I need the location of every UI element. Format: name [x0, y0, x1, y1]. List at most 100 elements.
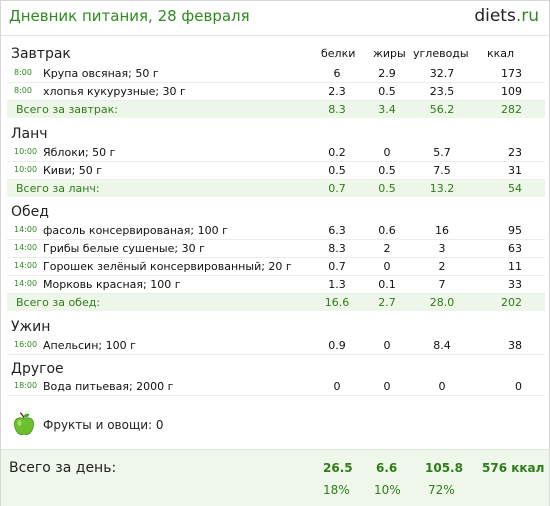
food-row[interactable]: 18:00 Вода питьевая; 2000 г 0 0 0 0 [7, 378, 545, 396]
time: 14:00 [14, 225, 38, 234]
kcal-total: 282 [501, 103, 522, 116]
protein-total: 16.6 [324, 296, 350, 309]
protein-value: 8.3 [328, 242, 346, 255]
food-name: Грибы белые сушеные; 30 г [43, 242, 205, 255]
kcal-value: 109 [501, 85, 522, 98]
carbs-value: 7 [438, 278, 446, 291]
carbs-value: 8.4 [433, 339, 451, 352]
protein-value: 2.3 [328, 85, 346, 98]
protein-value: 0.9 [328, 339, 346, 352]
kcal-value: 33 [508, 278, 522, 291]
time: 8:00 [14, 86, 32, 95]
day-fat: 6.6 [376, 461, 398, 475]
food-name: Киви; 50 г [43, 164, 103, 177]
fat-value: 0.1 [378, 278, 396, 291]
protein-value: 0.2 [328, 146, 346, 159]
food-row[interactable]: 10:00 Яблоки; 50 г 0.2 0 5.7 23 [7, 144, 545, 162]
carbs-value: 23.5 [429, 85, 455, 98]
carbs-value: 7.5 [433, 164, 451, 177]
food-name: Апельсин; 100 г [43, 339, 136, 352]
total-label: Всего за обед: [16, 296, 101, 309]
food-row[interactable]: 14:00 Грибы белые сушеные; 30 г 8.3 2 3 … [7, 240, 545, 258]
food-row[interactable]: 10:00 Киви; 50 г 0.5 0.5 7.5 31 [7, 162, 545, 180]
fat-value: 0 [383, 146, 391, 159]
day-protein: 26.5 [323, 461, 353, 475]
carbs-total: 28.0 [429, 296, 455, 309]
carbs-total: 13.2 [429, 182, 455, 195]
column-kcal: ккал [487, 47, 515, 60]
food-row[interactable]: 14:00 фасоль консервированая; 100 г 6.3 … [7, 222, 545, 240]
fat-value: 0 [383, 260, 391, 273]
food-row[interactable]: 14:00 Морковь красная; 100 г 1.3 0.1 7 3… [7, 276, 545, 294]
carbs-total: 56.2 [429, 103, 455, 116]
fat-total: 0.5 [378, 182, 396, 195]
kcal-value: 0 [515, 380, 522, 393]
kcal-total: 54 [508, 182, 522, 195]
time: 10:00 [14, 165, 38, 174]
kcal-total: 202 [501, 296, 522, 309]
total-label: Всего за завтрак: [16, 103, 119, 116]
meal-title-dinner: Обед [11, 204, 49, 220]
food-name: Яблоки; 50 г [43, 146, 116, 159]
kcal-value: 11 [508, 260, 522, 273]
food-name: Вода питьевая; 2000 г [43, 380, 174, 393]
meal-title-other: Другое [11, 361, 64, 377]
day-total-panel: Всего за день: 26.5 6.6 105.8 576 ккал 1… [1, 449, 549, 506]
carbs-value: 2 [438, 260, 446, 273]
day-protein-percent: 18% [323, 483, 350, 497]
protein-value: 0.7 [328, 260, 346, 273]
fat-value: 0 [383, 380, 391, 393]
protein-value: 0.5 [328, 164, 346, 177]
meal-title-supper: Ужин [11, 319, 51, 335]
time: 16:00 [14, 340, 38, 349]
header: Дневник питания, 28 февраля diets.ru [1, 1, 549, 35]
protein-value: 0 [333, 380, 341, 393]
food-name: хлопья кукурузные; 30 г [43, 85, 186, 98]
column-fat: жиры [373, 47, 406, 60]
protein-value: 6 [333, 67, 341, 80]
column-protein: белки [321, 47, 356, 60]
time: 14:00 [14, 243, 38, 252]
fat-value: 0.5 [378, 164, 396, 177]
header-divider [1, 35, 549, 36]
kcal-value: 31 [508, 164, 522, 177]
fat-value: 2.9 [378, 67, 396, 80]
day-kcal: 576 ккал [482, 461, 545, 475]
food-name: Горошек зелёный консервированный; 20 г [43, 260, 292, 273]
fat-value: 2 [383, 242, 391, 255]
fat-value: 0 [383, 339, 391, 352]
food-row[interactable]: 14:00 Горошек зелёный консервированный; … [7, 258, 545, 276]
food-name: Морковь красная; 100 г [43, 278, 181, 291]
food-name: фасоль консервированая; 100 г [43, 224, 228, 237]
kcal-value: 38 [508, 339, 522, 352]
logo-tld: ru [521, 6, 539, 26]
protein-value: 6.3 [328, 224, 346, 237]
fat-total: 2.7 [378, 296, 396, 309]
carbs-value: 3 [438, 242, 446, 255]
meal-total-row: Всего за обед: 16.6 2.7 28.0 202 [7, 294, 545, 311]
food-row[interactable]: 8:00 хлопья кукурузные; 30 г 2.3 0.5 23.… [7, 83, 545, 101]
protein-total: 8.3 [328, 103, 346, 116]
food-row[interactable]: 16:00 Апельсин; 100 г 0.9 0 8.4 38 [7, 337, 545, 355]
food-row[interactable]: 8:00 Крупа овсяная; 50 г 6 2.9 32.7 173 [7, 65, 545, 83]
carbs-value: 16 [435, 224, 449, 237]
site-logo[interactable]: diets.ru [474, 6, 539, 26]
carbs-value: 0 [438, 380, 446, 393]
meal-title-lunch: Ланч [11, 126, 48, 142]
day-fat-percent: 10% [374, 483, 401, 497]
protein-total: 0.7 [328, 182, 346, 195]
logo-main: diets [474, 6, 516, 26]
food-name: Крупа овсяная; 50 г [43, 67, 159, 80]
protein-value: 1.3 [328, 278, 346, 291]
fruits-and-vegetables: Фрукты и овощи: 0 [13, 412, 550, 436]
time: 8:00 [14, 68, 32, 77]
carbs-value: 5.7 [433, 146, 451, 159]
meal-title-breakfast: Завтрак [11, 46, 71, 62]
day-carbs: 105.8 [425, 461, 463, 475]
kcal-value: 95 [508, 224, 522, 237]
time: 10:00 [14, 147, 38, 156]
carbs-value: 32.7 [429, 67, 455, 80]
day-carbs-percent: 72% [428, 483, 455, 497]
meal-total-row: Всего за ланч: 0.7 0.5 13.2 54 [7, 180, 545, 197]
